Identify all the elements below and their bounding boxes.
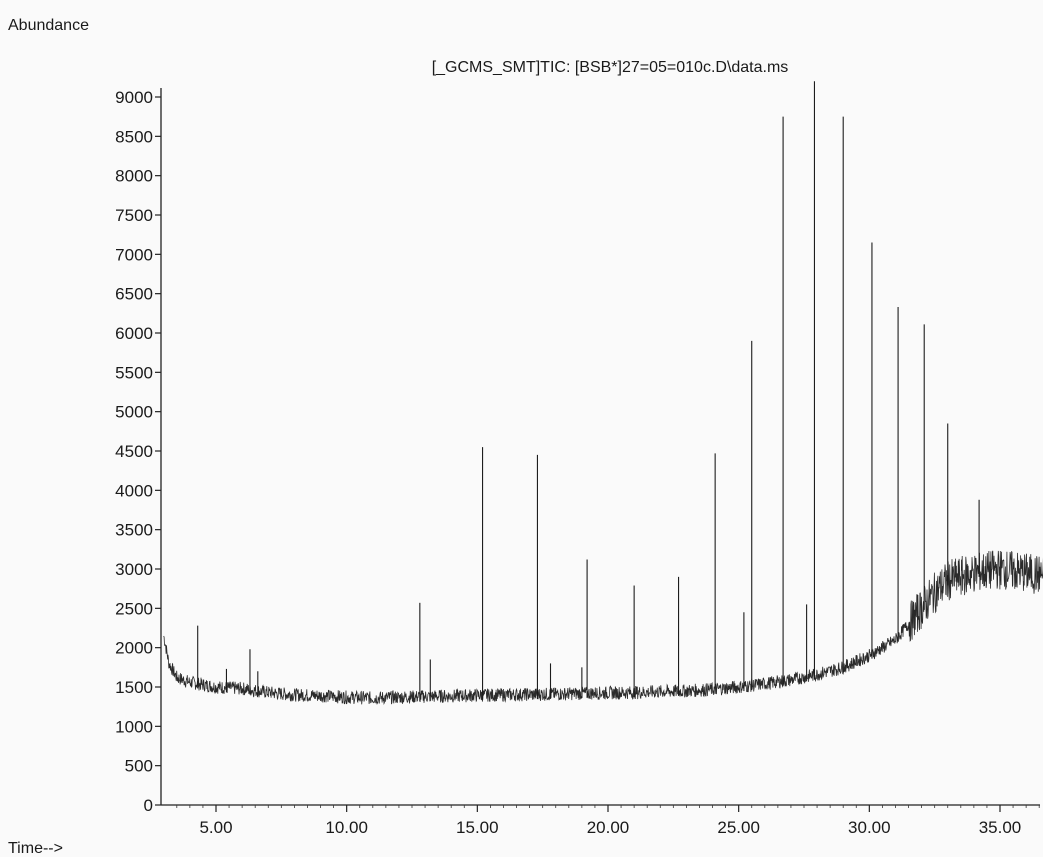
x-tick-label: 10.00	[325, 818, 368, 837]
x-axis-ticks: 5.00 10.00 15.00 20.00 25.00 30.00 35.00	[199, 805, 1021, 837]
y-tick-label: 2500	[115, 599, 153, 618]
x-axis-minor-ticks	[176, 805, 1040, 808]
chart-title: [_GCMS_SMT]TIC: [BSB*]27=05=010c.D\data.…	[432, 59, 789, 76]
y-tick-label: 0	[144, 796, 153, 815]
x-tick-label: 5.00	[199, 818, 232, 837]
y-tick-label: 4500	[115, 442, 153, 461]
y-tick-label: 7500	[115, 206, 153, 225]
y-tick-label: 1000	[115, 717, 153, 736]
y-tick-label: 6500	[115, 285, 153, 304]
y-tick-label: 9000	[115, 88, 153, 107]
x-tick-label: 25.00	[717, 818, 760, 837]
chromatogram-baseline	[163, 550, 1043, 705]
y-tick-label: 500	[125, 757, 153, 776]
y-tick-label: 1500	[115, 678, 153, 697]
y-tick-label: 8500	[115, 127, 153, 146]
y-tick-label: 3000	[115, 560, 153, 579]
y-tick-label: 3500	[115, 521, 153, 540]
y-tick-label: 4000	[115, 481, 153, 500]
y-axis-title: Abundance	[8, 17, 89, 34]
x-tick-label: 30.00	[848, 818, 891, 837]
y-tick-label: 5500	[115, 363, 153, 382]
chromatogram-peaks	[197, 81, 980, 702]
y-axis-ticks: 0 500 1000 1500 2000 2500 3000 3500 4000 4500 5000…	[115, 88, 161, 815]
y-tick-label: 7000	[115, 245, 153, 264]
y-tick-label: 2000	[115, 639, 153, 658]
y-tick-label: 6000	[115, 324, 153, 343]
y-tick-label: 5000	[115, 403, 153, 422]
x-tick-label: 20.00	[587, 818, 630, 837]
x-axis-title: Time-->	[8, 840, 63, 857]
x-tick-label: 15.00	[456, 818, 499, 837]
y-tick-label: 8000	[115, 167, 153, 186]
x-tick-label: 35.00	[979, 818, 1022, 837]
